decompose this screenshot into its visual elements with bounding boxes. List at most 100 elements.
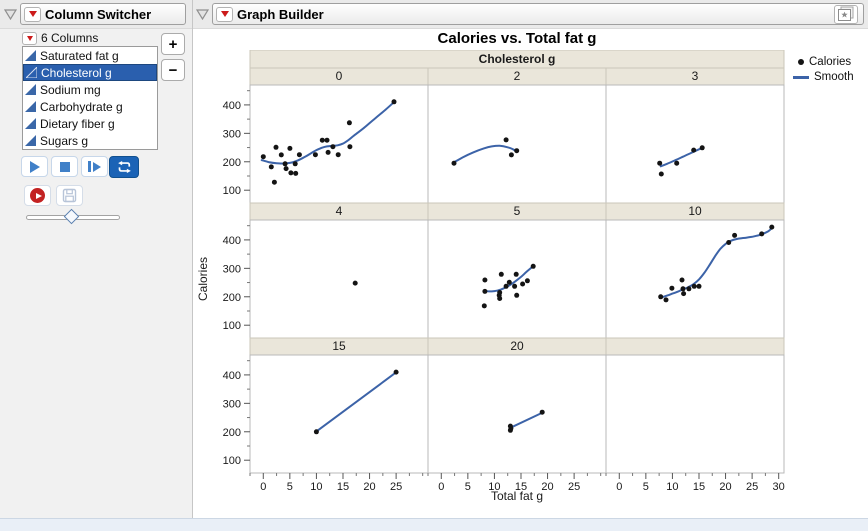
data-point	[335, 152, 341, 158]
column-item-label: Sugars g	[40, 133, 89, 148]
data-point	[514, 148, 520, 154]
svg-text:400: 400	[223, 100, 241, 112]
record-button[interactable]	[24, 185, 51, 206]
data-point	[513, 271, 519, 277]
data-point	[680, 286, 686, 292]
column-list-item[interactable]: Sodium mg	[23, 81, 157, 98]
step-button[interactable]	[81, 156, 108, 177]
data-point	[508, 152, 514, 158]
smooth-line	[659, 227, 773, 299]
stop-icon	[59, 161, 70, 172]
y-axis-title: Calories	[196, 257, 210, 301]
continuous-column-icon	[25, 84, 36, 95]
save-icon	[62, 188, 77, 203]
data-point	[296, 152, 302, 158]
continuous-column-icon	[26, 67, 37, 78]
save-button[interactable]	[56, 185, 83, 206]
column-header: 5	[427, 202, 607, 221]
disclosure-triangle-icon[interactable]	[196, 9, 209, 20]
data-point	[669, 285, 675, 291]
graph-builder-title: Graph Builder	[237, 6, 324, 22]
svg-text:15: 15	[515, 481, 527, 493]
column-list-item[interactable]: Saturated fat g	[23, 47, 157, 64]
column-header: 0	[249, 67, 429, 86]
svg-text:15: 15	[337, 481, 349, 493]
column-header: 3	[605, 67, 785, 86]
open-window-button[interactable]	[834, 4, 858, 24]
graph-builder-panel: Graph Builder Calories vs. Total fat g C…	[193, 0, 868, 518]
red-triangle-icon	[220, 11, 229, 17]
plot-panel[interactable]	[427, 84, 607, 204]
add-column-button[interactable]: +	[161, 33, 185, 55]
column-item-label: Cholesterol g	[41, 65, 112, 80]
plot-panel[interactable]	[249, 84, 429, 204]
data-point	[507, 423, 513, 429]
plot-panel[interactable]	[249, 219, 429, 339]
disclosure-triangle-icon[interactable]	[4, 9, 17, 20]
column-switcher-menu-button[interactable]	[24, 6, 41, 22]
legend-item[interactable]: Calories	[793, 56, 854, 68]
svg-text:0: 0	[336, 69, 343, 83]
column-list-item[interactable]: Carbohydrate g	[23, 98, 157, 115]
group-band: Cholesterol g	[249, 50, 785, 69]
data-point	[271, 179, 277, 185]
svg-text:5: 5	[514, 204, 521, 218]
loop-button[interactable]	[109, 156, 139, 178]
legend-label: Smooth	[814, 71, 854, 83]
x-axis[interactable]: 0 5 10 15 20 25 0 5 10 15 20 25 0 5 10 15 20 25 30	[249, 473, 785, 493]
column-header: 20	[427, 337, 607, 356]
plot-panel[interactable]	[605, 84, 785, 204]
column-list-item[interactable]: Dietary fiber g	[23, 115, 157, 132]
column-list-item[interactable]: Cholesterol g	[23, 64, 157, 81]
plot-panel[interactable]	[249, 354, 429, 474]
column-list-item[interactable]: Sugars g	[23, 132, 157, 149]
graph-builder-menu-button[interactable]	[216, 6, 233, 22]
column-item-label: Saturated fat g	[40, 48, 119, 63]
data-point	[347, 144, 353, 150]
plot-panel[interactable]	[427, 219, 607, 339]
slider-thumb[interactable]	[63, 208, 79, 225]
continuous-column-icon	[25, 118, 36, 129]
data-point	[325, 149, 331, 155]
data-point	[282, 161, 288, 167]
columns-menu-button[interactable]	[22, 31, 37, 45]
plot-panel[interactable]	[605, 354, 785, 474]
svg-text:5: 5	[643, 481, 649, 493]
column-item-label: Carbohydrate g	[40, 99, 123, 114]
data-point	[288, 170, 294, 176]
data-point	[681, 291, 687, 297]
column-header: 4	[249, 202, 429, 221]
plot-panel[interactable]	[605, 219, 785, 339]
column-header: 10	[605, 202, 785, 221]
animation-slider	[26, 208, 120, 225]
svg-text:200: 200	[223, 157, 241, 169]
stop-button[interactable]	[51, 156, 78, 177]
data-point	[657, 160, 663, 166]
data-point	[503, 137, 509, 143]
svg-text:15: 15	[332, 339, 346, 353]
svg-text:300: 300	[223, 398, 241, 410]
data-point	[769, 224, 775, 230]
data-point	[324, 137, 330, 143]
data-point	[312, 152, 318, 158]
remove-column-button[interactable]: −	[161, 59, 185, 81]
svg-text:400: 400	[223, 370, 241, 382]
legend-label: Calories	[809, 56, 852, 68]
legend-line-marker	[793, 75, 809, 79]
column-header: 15	[249, 337, 429, 356]
data-point	[352, 280, 358, 286]
play-button[interactable]	[21, 156, 48, 177]
legend-item[interactable]: Smooth	[793, 71, 854, 83]
data-point	[530, 263, 536, 269]
legend: Calories Smooth	[793, 56, 854, 83]
red-triangle-icon	[28, 11, 37, 17]
data-point	[498, 271, 504, 277]
data-point	[330, 144, 336, 150]
plot-panel[interactable]	[427, 354, 607, 474]
svg-text:10: 10	[488, 481, 500, 493]
column-list[interactable]: Saturated fat g Cholesterol g Sodium mg Car…	[22, 46, 158, 150]
y-axis[interactable]: 100 200 300 400 100 200 300 400 100 200 300 400	[223, 90, 250, 468]
svg-text:10: 10	[666, 481, 678, 493]
data-point	[268, 164, 274, 170]
x-axis-title: Total fat g	[490, 489, 544, 503]
